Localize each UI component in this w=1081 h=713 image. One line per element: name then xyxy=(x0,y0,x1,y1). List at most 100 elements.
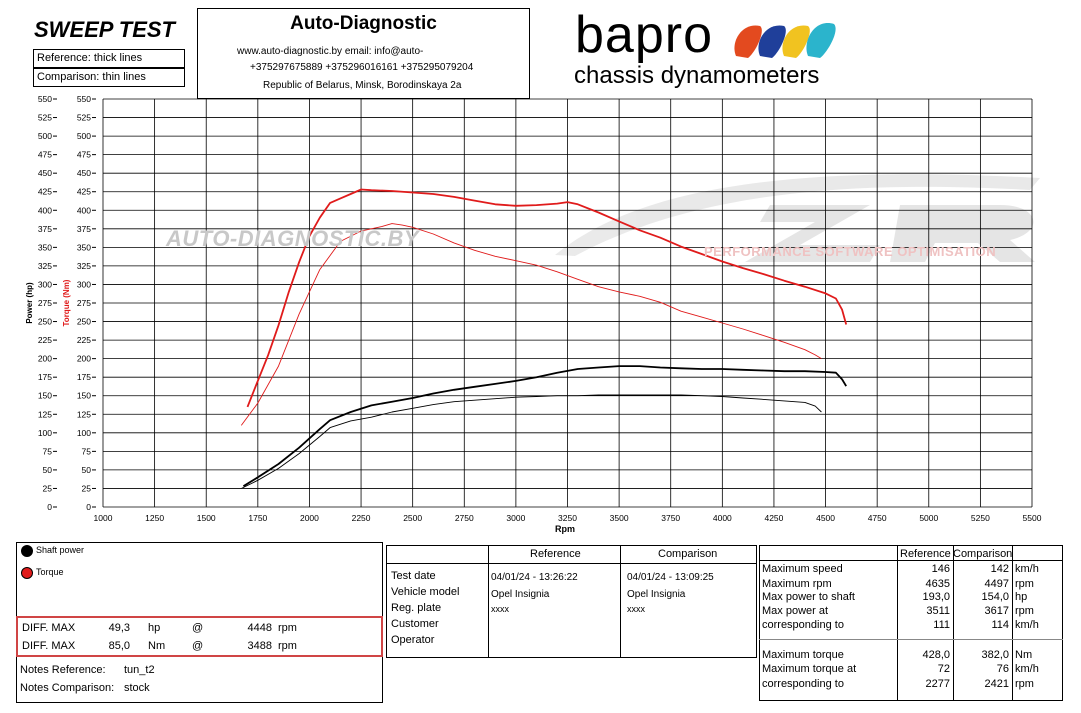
power-tick-label: 25 xyxy=(43,483,53,493)
result-unit: km/h xyxy=(1015,563,1039,575)
result-cmp-value: 114 xyxy=(991,619,1009,631)
x-axis-label: Rpm xyxy=(555,524,575,534)
result-ref-value: 72 xyxy=(937,663,950,675)
diff-hp-rpm: 4448 xyxy=(247,622,272,634)
x-tick-label: 3000 xyxy=(506,513,525,523)
result-label: Max power at xyxy=(762,605,829,617)
result-label: Max power to shaft xyxy=(762,591,855,603)
torque-dot-icon xyxy=(21,567,33,579)
chart-series xyxy=(240,188,848,489)
torque-tick-label: 75 xyxy=(82,446,92,456)
torque-tick-label: 175 xyxy=(77,372,91,382)
info-table xyxy=(386,545,757,658)
x-tick-label: 1250 xyxy=(145,513,164,523)
result-cmp-value: 154,0 xyxy=(981,591,1009,603)
x-tick-label: 2500 xyxy=(403,513,422,523)
result-label: corresponding to xyxy=(762,619,844,631)
torque-tick-label: 375 xyxy=(77,224,91,234)
result-cmp-value: 142 xyxy=(990,563,1009,575)
result-ref-value: 111 xyxy=(933,619,950,631)
power-comparison-line xyxy=(241,394,822,489)
result-unit: rpm xyxy=(1015,678,1034,690)
power-tick-label: 450 xyxy=(38,168,52,178)
torque-tick-label: 350 xyxy=(77,242,91,252)
info-label: Operator xyxy=(391,634,435,646)
info-label: Vehicle model xyxy=(391,586,460,598)
notes-reference-label: Notes Reference: xyxy=(20,664,106,676)
power-tick-label: 550 xyxy=(38,94,52,104)
diff-hp-value: 49,3 xyxy=(108,622,130,634)
info-header-rule xyxy=(386,563,757,564)
x-tick-label: 3500 xyxy=(610,513,629,523)
power-tick-label: 275 xyxy=(38,298,52,308)
comparison-legend: Comparison: thin lines xyxy=(33,68,185,87)
torque-tick-label: 450 xyxy=(77,168,91,178)
info-reference-header: Reference xyxy=(530,548,581,560)
result-unit: km/h xyxy=(1015,619,1039,631)
result-ref-value: 3511 xyxy=(926,605,950,617)
result-ref-value: 193,0 xyxy=(922,591,950,603)
chart-axes: 1000 1250 1500 1750 2000 2250 2500 2750 3000 3250… xyxy=(38,94,1042,523)
torque-tick-label: 100 xyxy=(77,428,91,438)
info-comparison-header: Comparison xyxy=(658,548,718,560)
x-tick-label: 5000 xyxy=(919,513,938,523)
results-header-rule xyxy=(759,560,1063,561)
diff-hp-unit: hp xyxy=(148,622,161,634)
torque-comparison-line xyxy=(240,223,822,426)
result-label: Maximum rpm xyxy=(762,578,832,590)
power-tick-label: 500 xyxy=(38,131,52,141)
results-col-rule-2 xyxy=(953,545,954,701)
info-cmp-value: Opel Insignia xyxy=(627,589,686,600)
contact-phones: +375297675889 +375296016161 +37529507920… xyxy=(250,62,474,73)
torque-tick-label: 150 xyxy=(77,391,91,401)
x-tick-label: 1750 xyxy=(248,513,267,523)
power-tick-label: 0 xyxy=(47,502,52,512)
results-col-rule-1 xyxy=(897,545,898,701)
torque-tick-label: 525 xyxy=(77,113,91,123)
result-unit: km/h xyxy=(1015,663,1039,675)
result-unit: rpm xyxy=(1015,578,1034,590)
performance-watermark: PERFORMANCE SOFTWARE OPTIMISATION xyxy=(704,244,997,259)
diff-box xyxy=(16,616,383,657)
info-cmp-value: 04/01/24 - 13:09:25 xyxy=(627,572,714,583)
diff-nm-unit: Nm xyxy=(148,640,166,652)
torque-tick-label: 275 xyxy=(77,298,91,308)
power-tick-label: 300 xyxy=(38,279,52,289)
x-tick-label: 4000 xyxy=(713,513,732,523)
x-tick-label: 4500 xyxy=(816,513,835,523)
result-label: Maximum torque xyxy=(762,649,844,661)
torque-tick-label: 425 xyxy=(77,187,91,197)
result-ref-value: 4635 xyxy=(925,578,950,590)
result-label: Maximum speed xyxy=(762,563,843,575)
torque-tick-label: 200 xyxy=(77,354,91,364)
bapro-color-logo xyxy=(734,23,836,58)
power-dot-icon xyxy=(21,545,33,557)
result-cmp-value: 382,0 xyxy=(981,649,1009,661)
x-tick-label: 2250 xyxy=(352,513,371,523)
torque-tick-label: 500 xyxy=(77,131,91,141)
diff-nm-at: @ xyxy=(192,640,204,652)
results-col-rule-3 xyxy=(1012,545,1013,701)
company-address: Republic of Belarus, Minsk, Borodinskaya… xyxy=(263,80,462,91)
auto-diagnostic-watermark: AUTO-DIAGNOSTIC.BY xyxy=(166,226,420,251)
x-tick-label: 2750 xyxy=(455,513,474,523)
torque-reference-line xyxy=(246,188,848,408)
bapro-logo: bapro xyxy=(575,6,713,64)
result-ref-value: 428,0 xyxy=(922,649,950,661)
torque-tick-label: 0 xyxy=(86,502,91,512)
x-tick-label: 4750 xyxy=(868,513,887,523)
x-tick-label: 3250 xyxy=(558,513,577,523)
result-label: corresponding to xyxy=(762,678,844,690)
power-tick-label: 525 xyxy=(38,113,52,123)
result-ref-value: 146 xyxy=(931,563,950,575)
company-name: Auto-Diagnostic xyxy=(290,13,437,34)
x-tick-label: 5250 xyxy=(971,513,990,523)
torque-tick-label: 325 xyxy=(77,261,91,271)
power-tick-label: 100 xyxy=(38,428,52,438)
torque-tick-label: 475 xyxy=(77,150,91,160)
diff-hp-at: @ xyxy=(192,622,204,634)
x-tick-label: 1000 xyxy=(94,513,113,523)
info-col-rule-2 xyxy=(620,545,621,658)
info-label: Test date xyxy=(391,570,436,582)
result-unit: hp xyxy=(1015,591,1028,603)
